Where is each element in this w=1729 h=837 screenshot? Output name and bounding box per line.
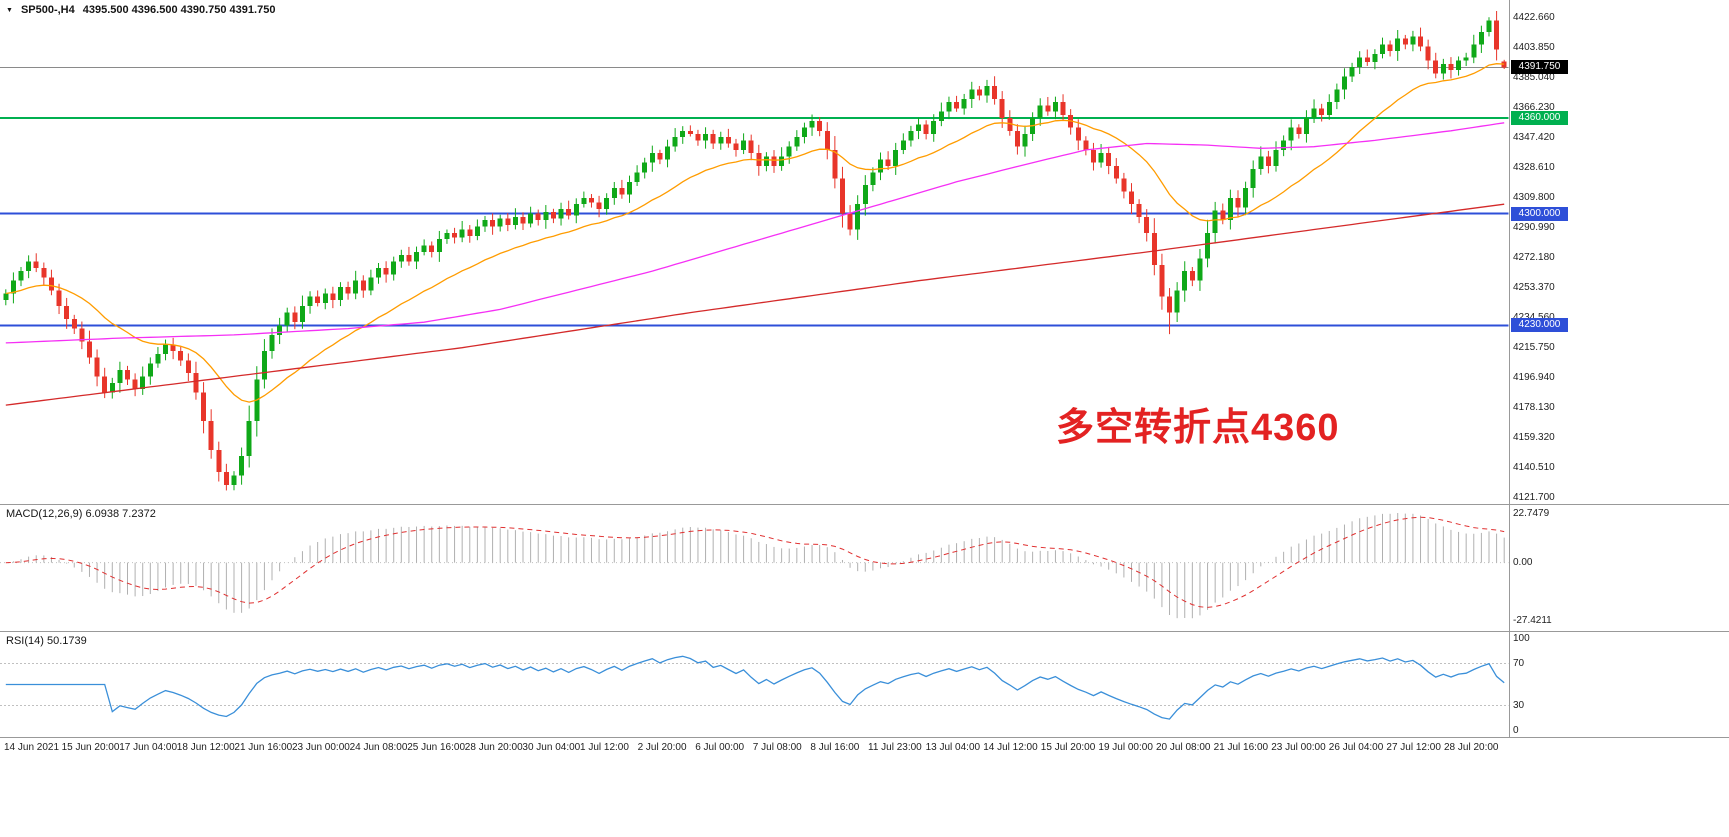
medium-ma-line xyxy=(5,122,1505,344)
slow-ma-line xyxy=(5,203,1505,406)
candlestick-series[interactable] xyxy=(3,11,1507,491)
macd-signal-line xyxy=(5,516,1505,608)
macd-histogram xyxy=(12,512,1505,619)
rsi-line xyxy=(5,655,1505,720)
fast-ma-line xyxy=(5,63,1505,403)
